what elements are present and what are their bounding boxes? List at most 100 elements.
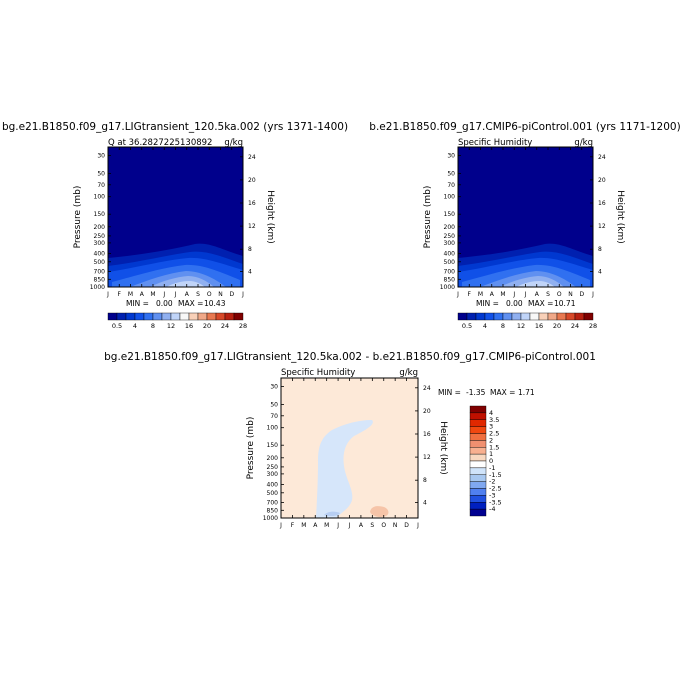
panel-diff-negative-region — [316, 420, 373, 518]
panel-lig-y-tick-label-right: 12 — [248, 223, 256, 230]
panel-pi-y-tick-label: 850 — [444, 276, 456, 283]
panel-diff-min-label: MIN = — [438, 388, 461, 397]
panel-diff-minmax: MIN = -1.35 MAX = 1.71 — [438, 388, 535, 397]
panel-diff-colorbar-swatch — [469, 495, 487, 503]
panel-pi-colorbar-label: 0.5 — [462, 322, 472, 330]
panel-diff-y-tick-label-right: 24 — [423, 385, 431, 392]
panel-lig-colorbar-swatch — [116, 312, 127, 321]
panel-lig-y-axis-right: 24 20 16 12 8 4 — [240, 154, 256, 276]
panel-pi-x-tick-label: M — [500, 291, 505, 298]
panel-pi-colorbar-label: 4 — [483, 322, 487, 330]
panel-lig-x-tick-label: S — [196, 291, 200, 298]
panel-lig-colorbar-label: 4 — [133, 322, 137, 330]
panel-lig-subtitle-right: g/kg — [224, 138, 243, 148]
panel-pi-colorbar-label: 8 — [501, 322, 505, 330]
panel-diff-ylabel: Pressure (mb) — [246, 417, 256, 480]
panel-pi-colorbar-swatch — [547, 312, 558, 321]
panel-lig-colorbar-swatch — [125, 312, 136, 321]
panel-lig-min-label: MIN = — [126, 299, 149, 308]
panel-pi-ylabel-right: Height (km) — [615, 190, 625, 244]
panel-diff-y-tick-label-right: 20 — [423, 408, 431, 415]
panel-lig-x-tick-label: J — [162, 291, 165, 298]
panel-diff-x-tick-label: J — [416, 522, 419, 529]
panel-diff-colorbar-label: 1.5 — [489, 443, 499, 451]
panel-pi-colorbar-swatch — [511, 312, 522, 321]
panel-pi-y-tick-label: 250 — [444, 233, 456, 240]
panel-pi-y-tick-label-right: 24 — [598, 154, 606, 161]
panel-lig: bg.e21.B1850.f09_g17.LIGtransient_120.5k… — [2, 121, 348, 330]
panel-pi-x-tick-label: A — [535, 291, 540, 298]
panel-diff-colorbar-swatch — [469, 412, 487, 420]
panel-diff-colorbar-swatch — [469, 481, 487, 489]
panel-diff-x-tick-label: M — [324, 522, 329, 529]
panel-lig-colorbar-label: 16 — [185, 322, 193, 330]
panel-lig-minmax: MIN = 0.00 MAX = 10.43 — [126, 299, 226, 308]
panel-diff-x-tick-label: O — [381, 522, 386, 529]
panel-diff-x-tick-label: D — [404, 522, 409, 529]
panel-lig-y-tick-label-right: 24 — [248, 154, 256, 161]
panel-diff-colorbar-swatch — [469, 433, 487, 441]
panel-lig-colorbar-label: 28 — [239, 322, 247, 330]
panel-diff-y-tick-label: 500 — [267, 490, 279, 497]
panel-diff: bg.e21.B1850.f09_g17.LIGtransient_120.5k… — [104, 351, 596, 529]
panel-diff-colorbar-swatch — [469, 405, 487, 414]
panel-lig-colorbar: 0.5 4 8 12 16 20 24 28 — [107, 312, 247, 330]
panel-lig-y-tick-label: 150 — [94, 211, 106, 218]
panel-lig-y-tick-label: 500 — [94, 259, 106, 266]
panel-diff-colorbar-label: 3 — [489, 423, 493, 431]
panel-pi-y-tick-label: 400 — [444, 250, 456, 257]
panel-pi-y-tick-label-right: 4 — [598, 269, 602, 276]
panel-pi-x-tick-label: F — [468, 291, 472, 298]
panel-pi-y-tick-label: 500 — [444, 259, 456, 266]
panel-lig-y-tick-label-right: 20 — [248, 177, 256, 184]
panel-pi-x-tick-label: S — [546, 291, 550, 298]
panel-pi-y-tick-label: 50 — [447, 171, 455, 178]
panel-pi-subtitle-left: Specific Humidity — [458, 138, 532, 148]
panel-lig-x-tick-label: A — [140, 291, 145, 298]
panel-lig-x-tick-label: M — [128, 291, 133, 298]
panel-lig-y-tick-label: 200 — [94, 224, 106, 231]
panel-diff-colorbar-label: 1 — [489, 450, 493, 458]
panel-pi-y-tick-label-right: 16 — [598, 200, 606, 207]
panel-lig-x-tick-label: A — [185, 291, 190, 298]
panel-pi-y-tick-label: 200 — [444, 224, 456, 231]
panel-pi-colorbar: 0.5 4 8 12 16 20 24 28 — [457, 312, 597, 330]
panel-pi-colorbar-swatch — [484, 312, 495, 321]
panel-diff-y-tick-label: 400 — [267, 481, 279, 488]
panel-diff-colorbar-label: 2.5 — [489, 430, 499, 438]
panel-lig-colorbar-swatch — [206, 312, 217, 321]
panel-diff-y-tick-label: 1000 — [263, 515, 278, 522]
panel-diff-y-tick-label: 50 — [270, 402, 278, 409]
panel-pi-y-tick-label-right: 20 — [598, 177, 606, 184]
panel-diff-x-tick-label: N — [393, 522, 398, 529]
panel-pi-colorbar-swatch — [529, 312, 540, 321]
panel-pi-colorbar-swatch — [538, 312, 549, 321]
panel-diff-y-tick-label-right: 12 — [423, 454, 431, 461]
panel-pi: b.e21.B1850.f09_g17.CMIP6-piControl.001 … — [369, 121, 680, 330]
panel-diff-x-tick-label: F — [291, 522, 295, 529]
panel-diff-colorbar-swatch — [469, 426, 487, 434]
panel-lig-colorbar-swatch — [170, 312, 181, 321]
panel-pi-x-tick-label: J — [512, 291, 515, 298]
panel-diff-colorbar-swatch — [469, 419, 487, 427]
panel-pi-y-tick-label: 150 — [444, 211, 456, 218]
panel-pi-y-tick-label: 1000 — [440, 284, 455, 291]
panel-diff-y-tick-label: 300 — [267, 471, 279, 478]
panel-pi-x-tick-label: O — [557, 291, 562, 298]
panel-diff-colorbar-label: -1 — [489, 464, 495, 472]
panel-diff-ylabel-right: Height (km) — [438, 421, 448, 475]
panel-pi-colorbar-swatch — [475, 312, 486, 321]
panel-lig-colorbar-swatch — [215, 312, 226, 321]
panel-pi-subtitle-right: g/kg — [574, 138, 593, 148]
panel-lig-colorbar-swatch — [134, 312, 145, 321]
panel-diff-x-tick-label: J — [336, 522, 339, 529]
panel-lig-y-tick-label: 850 — [94, 276, 106, 283]
panel-diff-y-tick-label-right: 4 — [423, 500, 427, 507]
panel-pi-title: b.e21.B1850.f09_g17.CMIP6-piControl.001 … — [369, 121, 680, 133]
panel-pi-x-tick-label: A — [490, 291, 495, 298]
